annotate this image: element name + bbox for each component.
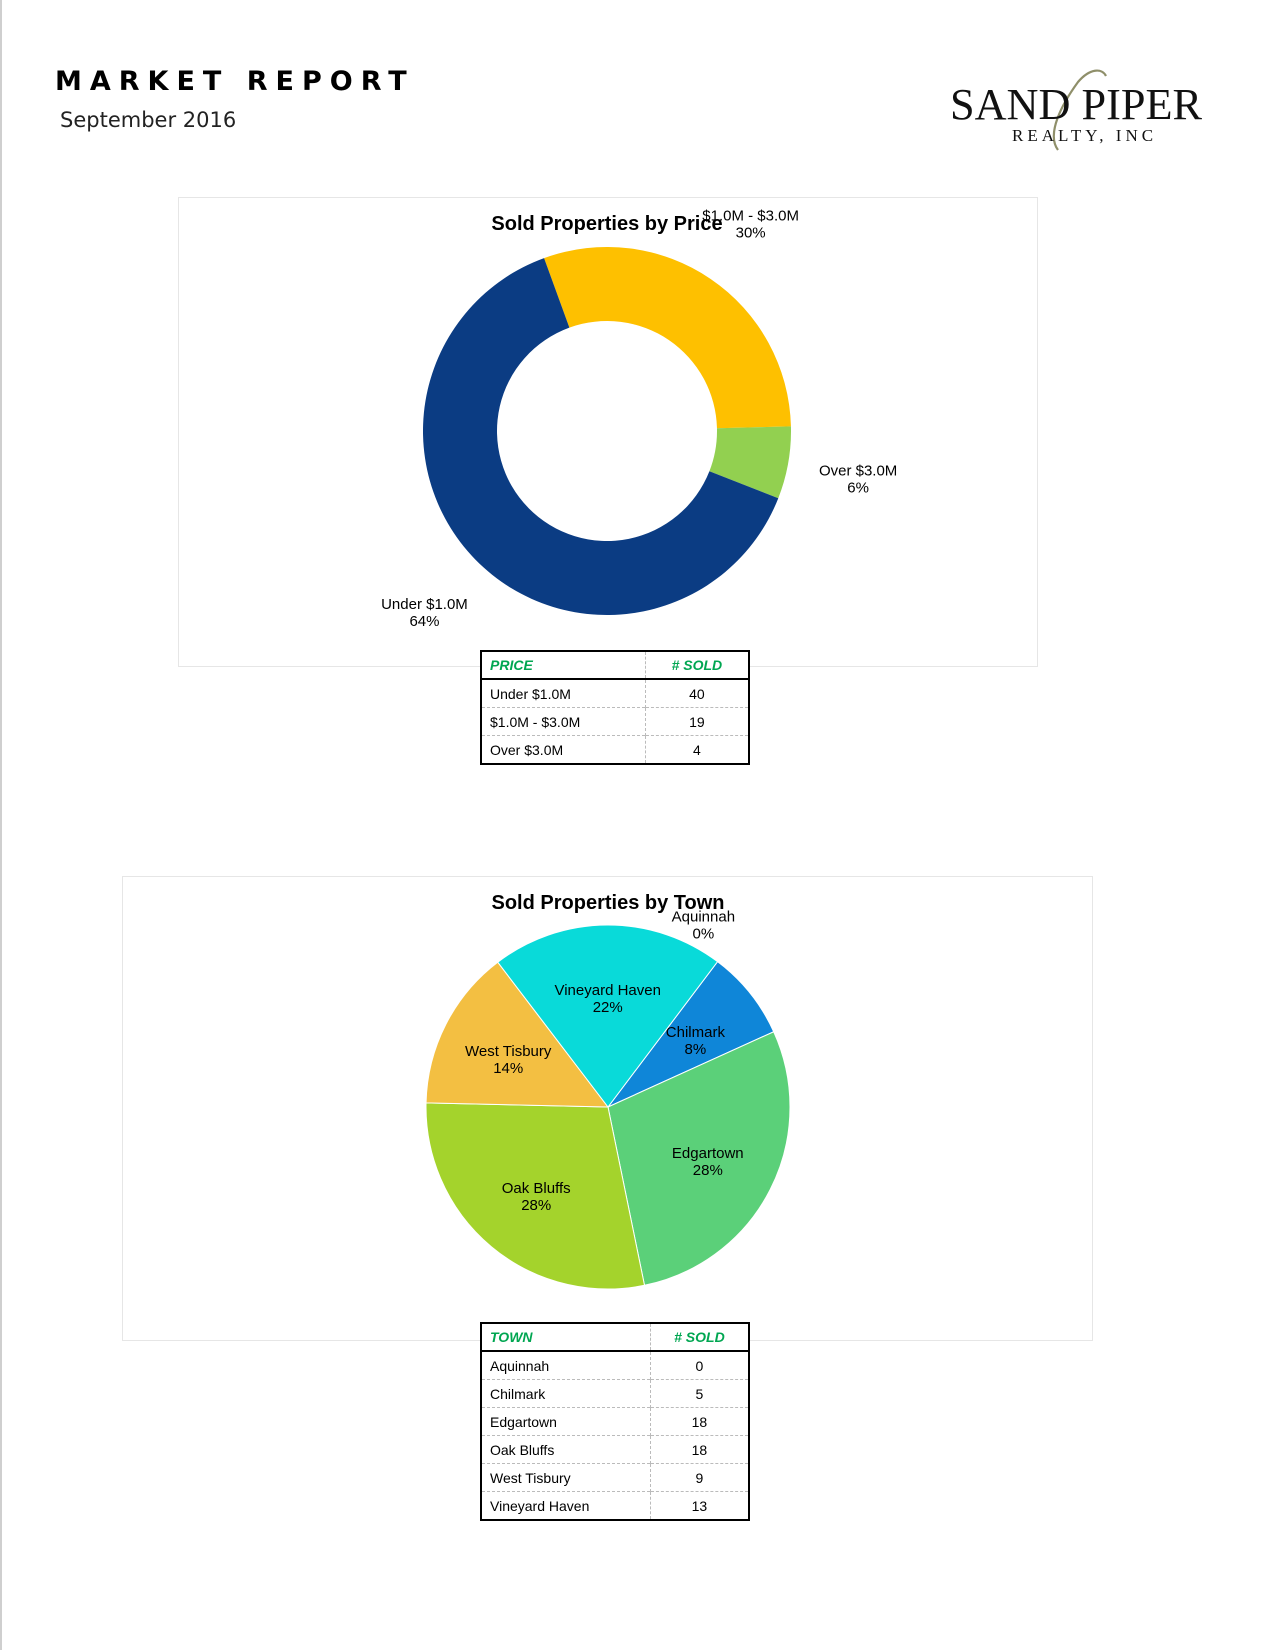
table-row: Vineyard Haven 13 xyxy=(481,1491,749,1520)
table-cell-value: 40 xyxy=(644,679,749,708)
table-row: Edgartown 18 xyxy=(481,1407,749,1436)
price-donut-chart: Sold Properties by Price $1.0M - $3.0M 30… xyxy=(381,207,897,630)
logo-line1: SAND PIPER xyxy=(950,80,1203,129)
logo-swash-icon xyxy=(1052,69,1107,151)
slice-label-chilmark: Chilmark 8% xyxy=(666,1024,726,1058)
table-cell-value: 5 xyxy=(649,1379,749,1408)
town-chart-panel: Sold Properties by Town Aquinnah 0% Chilma… xyxy=(122,876,1093,1341)
town-chart-title: Sold Properties by Town xyxy=(492,892,725,914)
pie-slice-under-1-0m xyxy=(422,258,779,615)
price-chart-title: Sold Properties by Price xyxy=(491,213,722,235)
table-cell-value: 18 xyxy=(649,1435,749,1464)
page-edge-line xyxy=(0,0,2,1650)
table-cell-value: 9 xyxy=(649,1463,749,1492)
slice-label-aquinnah: Aquinnah 0% xyxy=(672,908,735,942)
pie-slice-west-tisbury xyxy=(425,961,610,1108)
table-row: Under $1.0M 40 xyxy=(481,679,749,708)
slice-label-over-3-0m: Over $3.0M 6% xyxy=(819,462,897,496)
pie-slice-vineyard-haven xyxy=(497,924,719,1108)
price-table-header-row: PRICE # SOLD xyxy=(481,651,749,680)
pie-slice-over-3-0m xyxy=(709,426,791,499)
report-title: MARKET REPORT xyxy=(55,66,415,97)
table-row: Over $3.0M 4 xyxy=(481,735,749,764)
table-row: Aquinnah 0 xyxy=(481,1351,749,1380)
town-pie-chart: Sold Properties by Town Aquinnah 0% Chilma… xyxy=(425,892,791,1290)
price-chart-panel: Sold Properties by Price $1.0M - $3.0M 30… xyxy=(178,197,1038,667)
sandpiper-logo: SAND PIPER REALTY, INC xyxy=(950,69,1203,151)
logo-line2: REALTY, INC xyxy=(1012,126,1157,145)
table-cell-label: Edgartown xyxy=(481,1407,651,1436)
slice-label-west-tisbury: West Tisbury 14% xyxy=(465,1043,552,1077)
pie-slice-1-0m-3-0m xyxy=(544,247,791,429)
table-cell-label: Vineyard Haven xyxy=(481,1491,651,1520)
pie-slice-edgartown xyxy=(607,1031,791,1286)
slice-label-oak-bluffs: Oak Bluffs 28% xyxy=(502,1180,571,1214)
town-table-header-sold: # SOLD xyxy=(649,1323,749,1352)
table-cell-value: 13 xyxy=(649,1491,749,1520)
table-row: Chilmark 5 xyxy=(481,1379,749,1408)
table-cell-value: 4 xyxy=(644,735,749,764)
pie-slice-oak-bluffs xyxy=(425,1102,646,1290)
town-table: TOWN # SOLD Aquinnah 0 Chilmark 5 Edgart… xyxy=(480,1322,750,1521)
slice-label-1-0m-3-0m: $1.0M - $3.0M 30% xyxy=(702,207,799,241)
table-row: Oak Bluffs 18 xyxy=(481,1435,749,1464)
slice-label-edgartown: Edgartown 28% xyxy=(672,1145,744,1179)
table-cell-label: Under $1.0M xyxy=(490,685,571,702)
table-row: West Tisbury 9 xyxy=(481,1463,749,1492)
table-cell-label: Chilmark xyxy=(481,1379,651,1408)
pie-slice-chilmark xyxy=(607,960,775,1108)
table-cell-label: West Tisbury xyxy=(481,1463,651,1492)
table-row: $1.0M - $3.0M 19 xyxy=(481,707,749,736)
table-cell-label: Over $3.0M xyxy=(481,735,646,764)
slice-label-vineyard-haven: Vineyard Haven 22% xyxy=(554,982,660,1016)
table-cell-value: 19 xyxy=(644,707,749,736)
price-table: PRICE # SOLD Under $1.0M 40 $1.0M - $3.0… xyxy=(480,650,750,765)
table-cell-label: Aquinnah xyxy=(490,1357,550,1374)
table-cell-value: 0 xyxy=(649,1351,749,1380)
price-table-header-price: PRICE xyxy=(481,651,646,680)
town-table-header-row: TOWN # SOLD xyxy=(481,1323,749,1352)
report-date: September 2016 xyxy=(60,108,237,132)
town-table-header-town: TOWN xyxy=(481,1323,651,1352)
slice-label-under-1-0m: Under $1.0M 64% xyxy=(381,596,468,630)
table-cell-value: 18 xyxy=(649,1407,749,1436)
table-cell-label: Oak Bluffs xyxy=(481,1435,651,1464)
price-table-header-sold: # SOLD xyxy=(644,651,749,680)
table-cell-label: $1.0M - $3.0M xyxy=(481,707,646,736)
